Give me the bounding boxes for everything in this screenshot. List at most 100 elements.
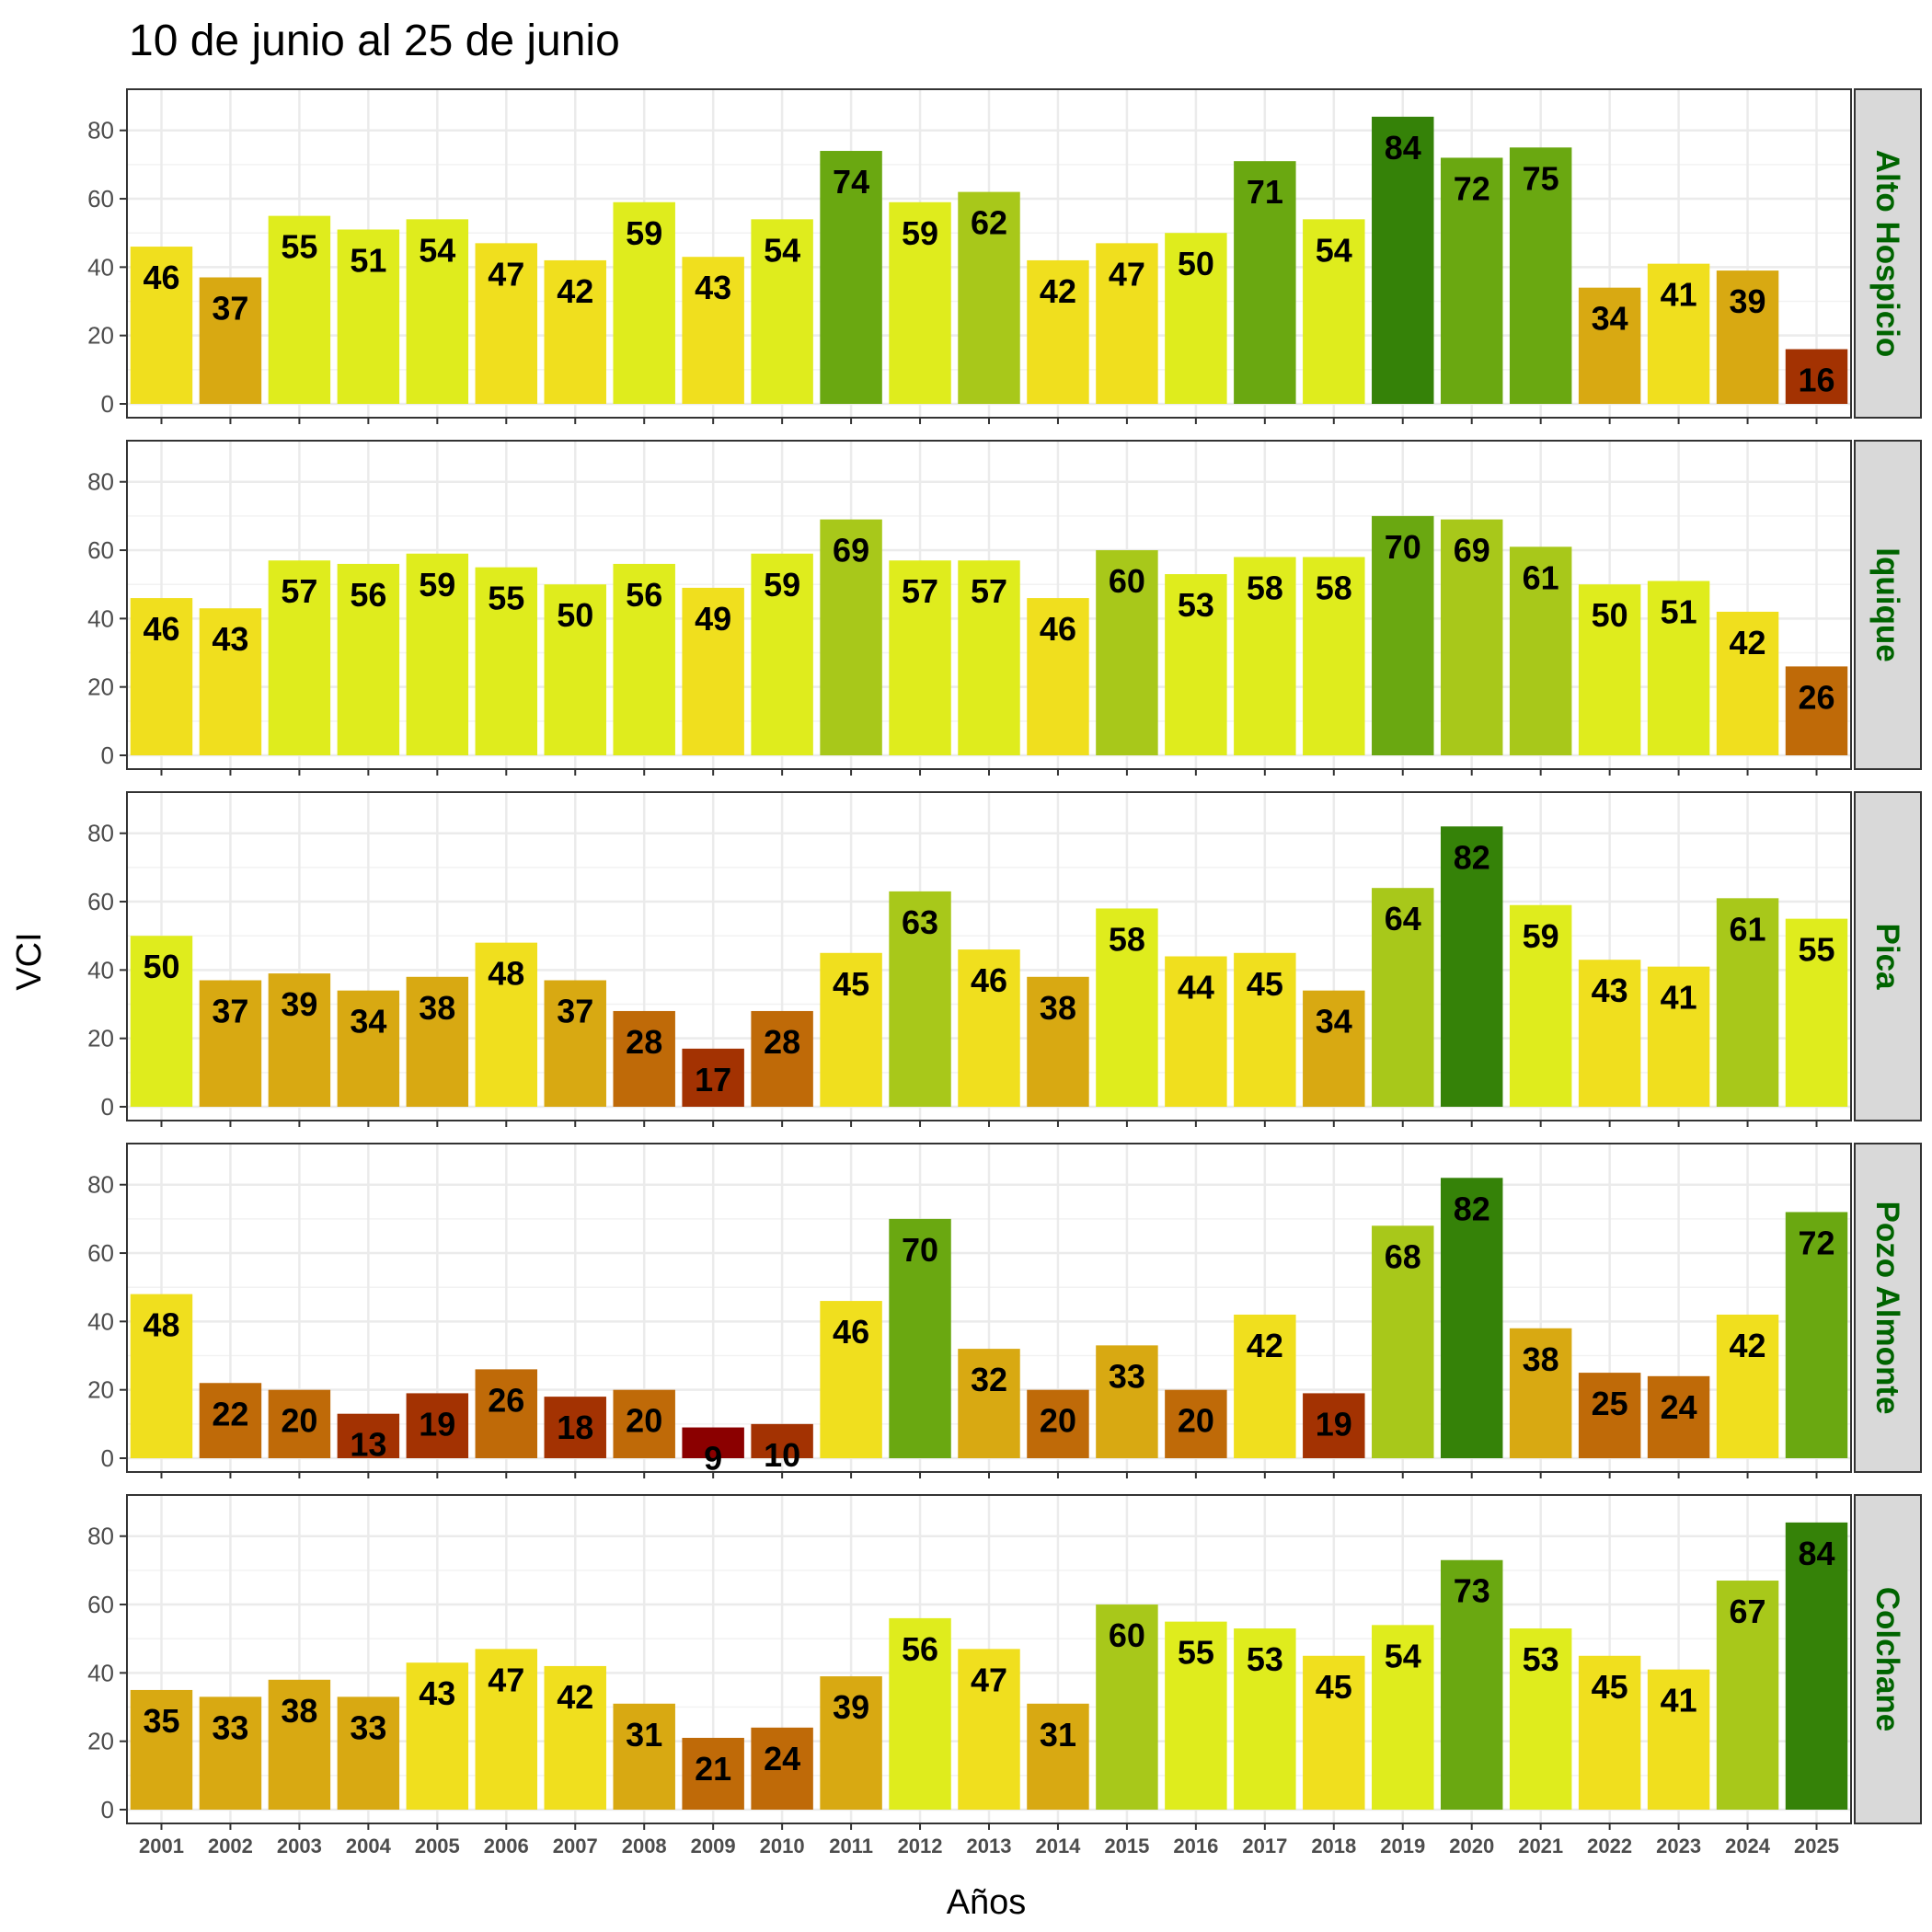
bar [682,257,744,404]
bar [958,1649,1020,1810]
bar-value-label: 20 [626,1402,662,1440]
bar-value-label: 72 [1798,1224,1834,1261]
bar [1440,1178,1503,1458]
x-tick-label: 2003 [277,1834,322,1857]
bar [544,1665,606,1810]
bar [1027,259,1089,404]
bar-value-label: 45 [833,965,869,1003]
facet-strip [1854,1143,1922,1473]
bar-value-label: 33 [212,1708,248,1746]
x-tick-label: 2023 [1656,1834,1701,1857]
bar [1234,1314,1296,1458]
bar-value-label: 53 [1178,586,1214,624]
bar [958,949,1020,1107]
bar-value-label: 67 [1730,1593,1766,1630]
bar [1647,581,1710,755]
bar-value-label: 28 [626,1023,662,1061]
bar [199,1696,262,1810]
bar [958,1349,1020,1458]
y-tick-label: 0 [101,742,114,769]
bar [130,598,193,755]
bar [1716,898,1779,1107]
x-tick-label: 2016 [1173,1834,1218,1857]
bar [1372,1625,1434,1810]
bar-value-label: 9 [704,1440,722,1478]
bar [613,1703,675,1810]
bar-value-label: 32 [971,1361,1007,1398]
bar [199,608,262,755]
y-tick-label: 60 [87,536,114,564]
facet-strip [1854,1494,1922,1824]
bar [1165,574,1227,755]
y-tick-label: 20 [87,322,114,350]
bar [1509,904,1572,1107]
facet-strip-label: Iquique [1869,547,1905,661]
bar [1578,1373,1641,1458]
bar-value-label: 35 [143,1702,179,1740]
bar [889,1218,951,1458]
bar [1440,519,1503,755]
bar [337,990,400,1107]
bar-value-label: 34 [1592,300,1628,338]
bar-value-label: 57 [971,572,1007,610]
bar-value-label: 20 [281,1402,317,1440]
x-tick-label: 2008 [622,1834,667,1857]
bar [682,1737,744,1810]
bar-value-label: 44 [1178,969,1214,1006]
bar [130,936,193,1107]
bar [268,1389,331,1458]
bar-value-label: 50 [557,596,593,634]
bar [475,567,538,755]
y-tick-label: 40 [87,956,114,983]
bar-value-label: 34 [350,1003,386,1041]
x-tick-label: 2021 [1518,1834,1563,1857]
bar [1303,990,1365,1107]
bar-value-label: 46 [143,259,179,296]
y-tick-label: 0 [101,1796,114,1823]
y-tick-label: 60 [87,888,114,915]
bar-value-label: 26 [488,1381,524,1419]
bar-value-label: 18 [557,1409,593,1446]
bar [751,1727,813,1810]
bar [268,215,331,404]
bar [1578,1655,1641,1810]
bar-value-label: 82 [1454,838,1490,876]
bar-value-label: 56 [626,576,662,614]
x-tick-label: 2002 [208,1834,253,1857]
bar-value-label: 73 [1454,1572,1490,1610]
bar-value-label: 58 [1316,569,1352,606]
bar [475,243,538,404]
x-tick-label: 2004 [346,1834,392,1857]
bar-value-label: 42 [1730,1327,1766,1364]
bar [889,1617,951,1810]
bar [1165,956,1227,1107]
bar [1165,1621,1227,1810]
bar-value-label: 70 [1385,528,1421,566]
x-tick-label: 2022 [1587,1834,1632,1857]
bar [1096,243,1158,404]
bar-value-label: 37 [212,993,248,1030]
facet-strip-label: Colchane [1869,1587,1905,1732]
y-tick-label: 0 [101,1444,114,1472]
bar [544,1397,606,1458]
facet-strip-label: Pozo Almonte [1869,1201,1905,1414]
bar [1234,557,1296,755]
bar-value-label: 20 [1040,1402,1076,1440]
bar-value-label: 19 [419,1405,455,1443]
bar [1785,666,1848,755]
x-tick-label: 2012 [898,1834,943,1857]
bar-value-label: 37 [212,290,248,328]
bar-value-label: 42 [557,272,593,310]
x-tick-label: 2015 [1104,1834,1149,1857]
bar [751,553,813,755]
bar [544,980,606,1107]
x-tick-label: 2005 [415,1834,460,1857]
bar-value-label: 43 [419,1674,455,1712]
bar-value-label: 42 [1247,1327,1283,1364]
bar-value-label: 26 [1798,678,1834,716]
bar-value-label: 24 [764,1740,800,1777]
bar-value-label: 41 [1661,979,1697,1017]
bar-value-label: 84 [1385,129,1421,167]
bar-value-label: 42 [557,1678,593,1716]
